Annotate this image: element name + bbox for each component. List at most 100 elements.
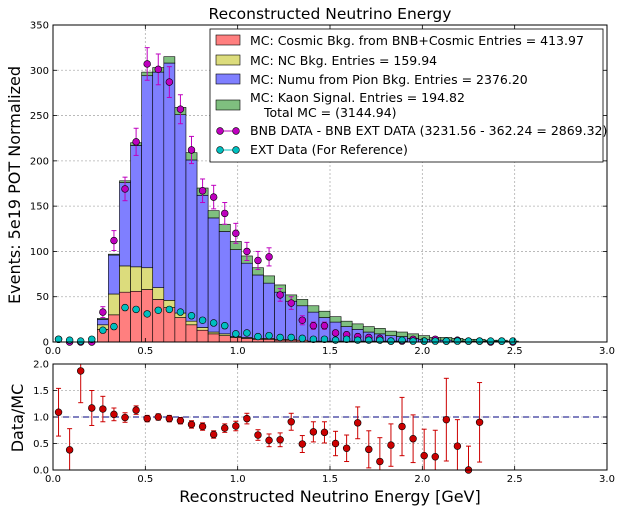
ratio-point <box>187 420 196 429</box>
data-point-ext-data <box>453 337 462 345</box>
top-y-tick-label: 0 <box>43 338 49 349</box>
bottom-y-tick-label: 0.0 <box>33 466 49 477</box>
ratio-point <box>121 413 129 422</box>
data-point-ext-data <box>498 337 506 345</box>
histogram-bar-cosmic <box>196 329 209 343</box>
bottom-x-tick-label: 0.5 <box>137 474 153 485</box>
data-point-ext-data <box>486 337 495 345</box>
histogram-bar-kaon <box>396 331 408 337</box>
ratio-point <box>65 446 74 454</box>
ratio-point <box>265 436 273 445</box>
data-point-ext-data <box>99 326 107 334</box>
legend-box <box>209 28 604 163</box>
top-y-tick-label: 300 <box>30 66 49 77</box>
histogram-bar-cosmic <box>174 317 187 343</box>
histogram-bar-kaon <box>351 323 364 330</box>
histogram-bar-cosmic <box>185 324 198 343</box>
histogram-bar-kaon <box>97 318 109 320</box>
histogram-bar-numu <box>185 159 198 322</box>
ratio-point <box>165 414 174 423</box>
legend-label-cosmic: MC: Cosmic Bkg. from BNB+Cosmic Entries … <box>250 33 584 48</box>
histogram-bar-nc <box>130 266 142 292</box>
histogram-bar-nc <box>119 265 131 293</box>
histogram-bar-numu <box>163 62 176 301</box>
data-point-ext-data <box>76 337 85 345</box>
data-point-ext-data <box>342 335 351 343</box>
bottom-y-tick-label: 1.5 <box>33 386 49 397</box>
histogram-bar-numu <box>141 75 154 269</box>
histogram-bar-nc <box>185 320 198 326</box>
top-y-tick-label: 100 <box>30 247 49 258</box>
legend-label-nc: MC: NC Bkg. Entries = 159.94 <box>250 53 437 68</box>
ratio-point <box>287 418 295 426</box>
histogram-bar-kaon <box>296 299 309 307</box>
histogram-bar-kaon <box>108 253 120 256</box>
top-ticks: 0.0 0.5 1.0 1.5 2.0 2.5 3.0 0 50 100 150 200 250 300 3… <box>30 21 615 358</box>
top-y-tick-label: 250 <box>30 111 49 122</box>
top-x-tick-label: 2.0 <box>414 346 430 357</box>
histogram-bar-kaon <box>362 326 375 333</box>
bottom-y-tick-label: 1.0 <box>33 413 49 424</box>
data-point-ext-data <box>309 335 318 343</box>
histogram-bar-kaon <box>318 310 331 318</box>
histogram-bar-numu <box>152 71 165 288</box>
ratio-point <box>298 440 306 448</box>
bottom-x-tick-label: 2.0 <box>414 474 430 485</box>
top-points <box>54 47 517 346</box>
ratio-point <box>198 422 207 431</box>
legend-marker-bnb-data-right <box>232 127 240 135</box>
data-point-ext-data <box>431 337 439 345</box>
ratio-point <box>331 439 340 448</box>
ratio-point <box>176 417 185 425</box>
data-point-bnb-data <box>243 247 251 256</box>
histogram-bar-kaon <box>207 210 220 219</box>
top-y-tick-label: 150 <box>30 202 49 213</box>
bottom-chart: Data/MC Reconstructed Neutrino Energy [G… <box>8 360 615 507</box>
data-point-bnb-data <box>287 299 295 307</box>
ratio-point <box>132 406 140 414</box>
top-x-tick-label: 1.0 <box>230 346 246 357</box>
bottom-x-tick-label: 0.0 <box>45 474 61 485</box>
histogram-bar-kaon <box>385 330 397 336</box>
data-point-ext-data <box>209 319 218 327</box>
data-point-ext-data <box>398 336 406 344</box>
data-point-bnb-data <box>187 146 196 154</box>
histogram-bar-cosmic <box>119 291 131 343</box>
top-y-tick-label: 350 <box>30 21 49 32</box>
data-point-bnb-data <box>121 185 129 193</box>
bottom-chart-y-axis-label: Data/MC <box>8 384 27 453</box>
bottom-x-tick-label: 3.0 <box>599 474 615 485</box>
data-point-ext-data <box>121 303 129 312</box>
legend-label-ext-data: EXT Data (For Reference) <box>250 142 408 157</box>
top-x-tick-label: 1.5 <box>322 346 338 357</box>
ratio-point <box>99 405 107 413</box>
data-point-ext-data <box>154 306 162 314</box>
data-point-ext-data <box>65 336 74 344</box>
histogram-bar-kaon <box>340 320 353 327</box>
ratio-point <box>475 418 484 426</box>
histogram-bar-kaon <box>163 56 176 64</box>
data-point-ext-data <box>387 337 395 345</box>
data-point-ext-data <box>298 334 306 343</box>
data-point-ext-data <box>88 335 96 343</box>
histogram-bar-kaon <box>218 223 231 232</box>
ratio-point <box>254 431 262 439</box>
legend-label-kaon: MC: Kaon Signal. Entries = 194.82 <box>250 90 465 105</box>
data-point-bnb-data <box>143 60 151 68</box>
data-point-ext-data <box>420 337 428 345</box>
top-x-tick-label: 2.5 <box>507 346 523 357</box>
histogram-bar-numu <box>97 319 109 326</box>
ratio-point <box>320 428 329 437</box>
data-point-ext-data <box>143 310 151 318</box>
data-point-ext-data <box>442 337 451 345</box>
ratio-point <box>387 441 395 449</box>
ratio-point <box>88 404 96 412</box>
data-point-ext-data <box>331 336 340 344</box>
ratio-point <box>431 453 439 461</box>
data-point-ext-data <box>221 321 229 330</box>
data-point-bnb-data <box>132 138 140 146</box>
ratio-point <box>354 419 362 427</box>
data-point-bnb-data <box>320 321 329 330</box>
histogram-bar-numu <box>263 282 275 339</box>
legend: MC: Cosmic Bkg. from BNB+Cosmic Entries … <box>209 28 607 163</box>
